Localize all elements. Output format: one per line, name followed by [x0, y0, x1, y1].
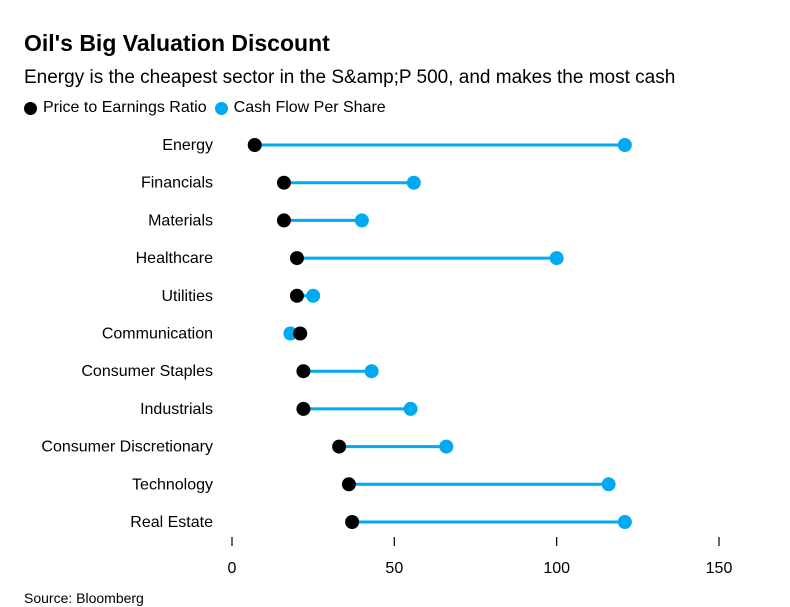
chart-legend: Price to Earnings Ratio Cash Flow Per Sh…: [24, 99, 394, 117]
category-label-consumer-discretionary: Consumer Discretionary: [41, 439, 213, 456]
x-tick-label-100: 100: [543, 560, 570, 577]
pe-ratio-point-consumer-discretionary: [332, 439, 347, 454]
pe-ratio-point-communication: [293, 326, 308, 341]
legend-item-cash-flow: Cash Flow Per Share: [214, 99, 386, 117]
cash-flow-point-utilities: [306, 288, 321, 303]
category-label-communication: Communication: [102, 326, 213, 343]
category-label-energy: Energy: [162, 137, 213, 154]
pe-ratio-point-healthcare: [289, 251, 304, 266]
cash-flow-point-communication: [283, 326, 298, 341]
cash-flow-point-industrials: [403, 401, 418, 416]
cash-flow-point-consumer-staples: [364, 364, 379, 379]
chart-title: Oil's Big Valuation Discount: [24, 30, 330, 56]
source-note: Source: Bloomberg: [24, 590, 144, 606]
pe-ratio-point-real-estate: [345, 515, 360, 529]
pe-ratio-point-consumer-staples: [296, 364, 311, 379]
category-label-utilities: Utilities: [161, 288, 213, 305]
pe-ratio-point-materials: [276, 213, 291, 228]
cash-flow-point-materials: [354, 213, 369, 228]
legend-dot-cash-flow: [214, 101, 228, 115]
pe-ratio-point-financials: [276, 175, 291, 190]
chart-subtitle: Energy is the cheapest sector in the S&a…: [24, 67, 676, 88]
category-label-technology: Technology: [132, 476, 213, 493]
legend-item-pe-ratio: Price to Earnings Ratio: [24, 99, 207, 117]
legend-label-cash-flow: Cash Flow Per Share: [233, 99, 386, 116]
category-label-consumer-staples: Consumer Staples: [81, 363, 213, 380]
category-label-materials: Materials: [148, 212, 213, 229]
legend-label-pe-ratio: Price to Earnings Ratio: [43, 99, 207, 116]
cash-flow-point-technology: [601, 477, 616, 492]
cash-flow-point-healthcare: [549, 251, 564, 266]
pe-ratio-point-technology: [341, 477, 356, 492]
pe-ratio-point-utilities: [289, 288, 304, 303]
category-label-financials: Financials: [141, 175, 213, 192]
x-tick-label-150: 150: [706, 560, 733, 577]
x-tick-label-50: 50: [385, 560, 403, 577]
category-label-industrials: Industrials: [140, 401, 213, 418]
cash-flow-point-energy: [617, 138, 632, 152]
cash-flow-point-consumer-discretionary: [439, 439, 454, 454]
pe-ratio-point-industrials: [296, 401, 311, 416]
legend-dot-pe-ratio: [24, 101, 37, 115]
x-tick-label-0: 0: [228, 560, 237, 577]
cash-flow-point-real-estate: [617, 515, 632, 529]
category-label-real-estate: Real Estate: [130, 514, 213, 531]
category-label-healthcare: Healthcare: [136, 250, 213, 267]
pe-ratio-point-energy: [247, 138, 262, 152]
cash-flow-point-financials: [406, 175, 421, 190]
